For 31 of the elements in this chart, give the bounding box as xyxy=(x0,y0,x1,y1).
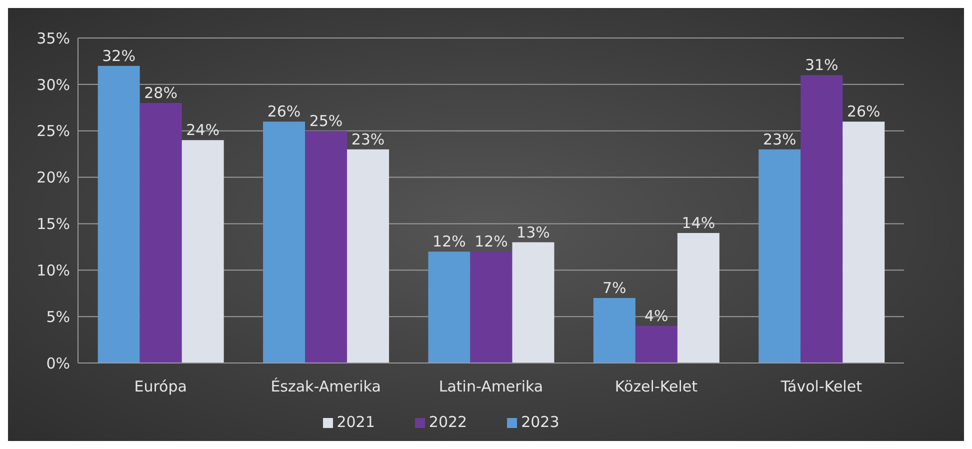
data-label: 12% xyxy=(432,232,466,251)
data-label: 25% xyxy=(309,112,343,130)
legend-label: 2021 xyxy=(336,413,375,431)
y-tick-label: 10% xyxy=(36,261,70,280)
legend-label: 2022 xyxy=(428,413,468,431)
y-tick-label: 25% xyxy=(36,122,70,140)
x-tick-label: Közel-Kelet xyxy=(614,378,698,396)
data-label: 23% xyxy=(762,130,796,148)
y-tick-label: 30% xyxy=(36,76,70,94)
data-label: 13% xyxy=(516,223,550,242)
data-label: 7% xyxy=(602,279,626,297)
x-tick-label: Észak-Amerika xyxy=(270,378,381,396)
data-label: 26% xyxy=(267,102,301,121)
y-tick-label: 15% xyxy=(36,215,70,234)
data-label: 23% xyxy=(351,130,385,148)
y-tick-label: 20% xyxy=(36,168,70,187)
data-label: 31% xyxy=(804,56,838,74)
data-label: 14% xyxy=(682,214,716,232)
y-tick-label: 35% xyxy=(36,29,70,48)
data-label: 12% xyxy=(474,232,508,251)
x-tick-label: Latin-Amerika xyxy=(438,378,544,396)
x-tick-label: Európa xyxy=(134,378,187,396)
data-label: 28% xyxy=(144,84,178,102)
data-label: 4% xyxy=(644,306,668,325)
data-label: 26% xyxy=(846,102,880,121)
y-tick-label: 0% xyxy=(46,354,70,372)
data-label: 32% xyxy=(102,46,136,65)
legend-label: 2023 xyxy=(521,413,560,431)
data-label: 24% xyxy=(186,121,220,140)
y-tick-label: 5% xyxy=(46,308,70,326)
x-tick-label: Távol-Kelet xyxy=(780,378,862,396)
